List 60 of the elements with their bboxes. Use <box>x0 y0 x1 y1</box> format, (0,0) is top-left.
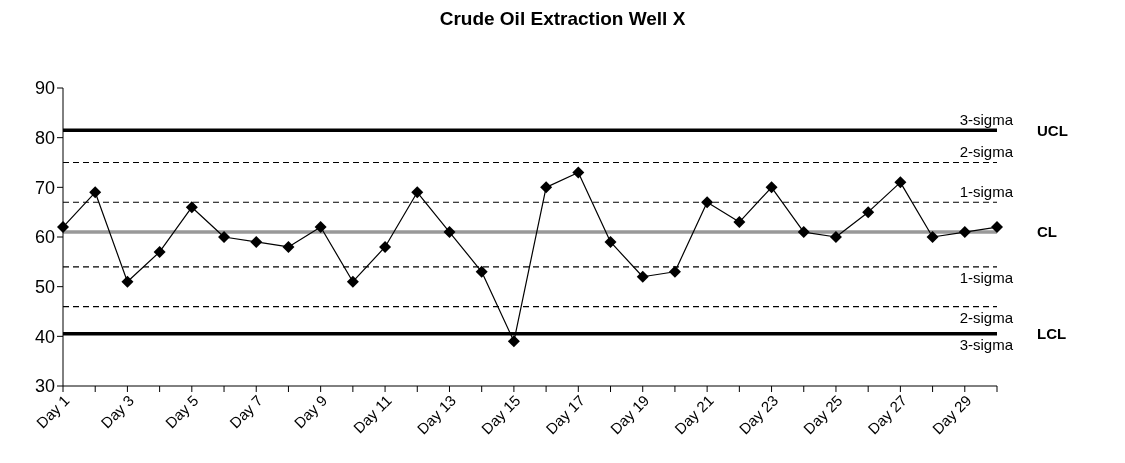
x-tick-label: Day 11 <box>349 391 395 437</box>
x-tick-label: Day 3 <box>97 391 138 432</box>
y-tick-label: 40 <box>34 326 55 347</box>
ref-line-label: 1-sigma <box>959 268 1014 286</box>
point <box>829 231 842 243</box>
x-tick-label: Day 13 <box>413 391 460 438</box>
point <box>894 176 907 189</box>
point <box>958 226 971 239</box>
point <box>185 201 198 214</box>
point <box>668 265 681 278</box>
ref-line-label: CL <box>1037 223 1057 241</box>
x-tick-label: Day 29 <box>928 391 975 438</box>
y-tick-label: 70 <box>34 177 55 198</box>
x-tick-label: Day 15 <box>477 391 524 438</box>
x-tick-label: Day 25 <box>799 391 846 438</box>
point <box>121 275 134 288</box>
point <box>89 186 102 199</box>
point <box>926 231 939 243</box>
point <box>507 335 520 348</box>
y-tick-label: 50 <box>34 277 55 298</box>
x-tick-label: Day 19 <box>606 391 653 438</box>
point <box>314 221 327 234</box>
point <box>862 206 875 219</box>
point <box>218 231 231 243</box>
x-tick-label: Day 9 <box>290 391 331 432</box>
point <box>475 265 488 278</box>
annotation: 3-sigma <box>959 335 1014 353</box>
point <box>636 270 649 283</box>
point <box>282 240 295 253</box>
x-tick-label: Day 27 <box>864 391 911 438</box>
point <box>765 181 778 194</box>
ref-line-label: 2-sigma <box>959 308 1014 326</box>
chart-title: Crude Oil Extraction Well X <box>438 8 687 31</box>
ref-line-label: LCL <box>1037 325 1067 343</box>
point <box>443 226 456 239</box>
point <box>57 221 69 234</box>
point <box>701 196 714 209</box>
y-tick-label: 80 <box>34 128 55 149</box>
annotation: 3-sigma <box>959 110 1014 128</box>
x-tick-label: Day 23 <box>735 391 782 438</box>
point <box>250 235 263 248</box>
point <box>572 166 585 179</box>
point <box>797 226 810 239</box>
point <box>733 216 746 229</box>
point <box>379 240 392 253</box>
x-tick-label: Day 21 <box>671 391 717 438</box>
y-tick-label: 90 <box>34 78 55 99</box>
ref-line-label: 2-sigma <box>959 143 1014 161</box>
point <box>153 245 166 258</box>
y-tick-label: 60 <box>34 227 55 248</box>
x-tick-label: Day 17 <box>542 391 588 438</box>
point <box>346 275 359 288</box>
ref-line-label: UCL <box>1037 121 1068 139</box>
point <box>991 221 1003 234</box>
point <box>411 186 424 199</box>
x-tick-label: Day 7 <box>226 391 266 432</box>
point <box>604 235 617 248</box>
point <box>540 181 553 194</box>
ref-line-label: 1-sigma <box>959 182 1014 200</box>
x-tick-label: Day 5 <box>161 391 202 432</box>
